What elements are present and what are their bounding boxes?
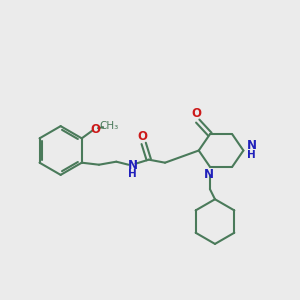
Text: O: O (138, 130, 148, 143)
Text: N: N (128, 159, 137, 172)
Text: N: N (204, 168, 214, 182)
Text: N: N (247, 139, 256, 152)
Text: H: H (247, 150, 256, 160)
Text: O: O (90, 123, 100, 136)
Text: CH₃: CH₃ (100, 121, 119, 131)
Text: O: O (192, 107, 202, 121)
Text: H: H (128, 169, 137, 179)
